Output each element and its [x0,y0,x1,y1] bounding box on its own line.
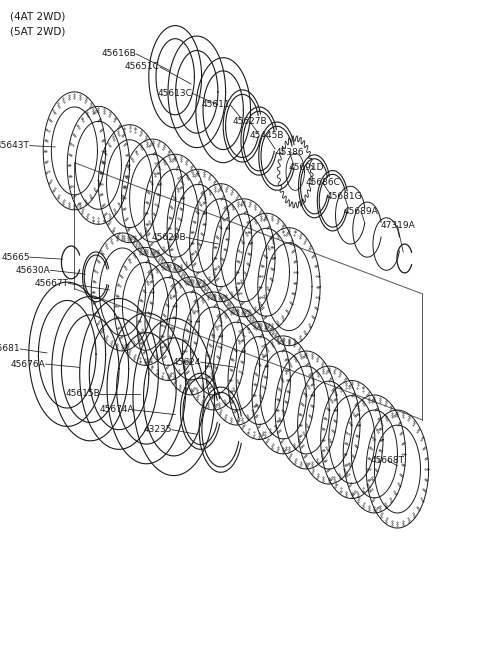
Text: 45651C: 45651C [125,62,160,72]
Text: 45674A: 45674A [100,405,134,415]
Text: 45445B: 45445B [249,131,284,140]
Text: 45386: 45386 [275,148,304,157]
Text: 45681G: 45681G [327,192,362,201]
Text: 45611: 45611 [202,100,230,110]
Text: 45667T: 45667T [34,279,68,288]
Text: (4AT 2WD): (4AT 2WD) [10,12,65,22]
Text: 45624: 45624 [172,358,201,367]
Text: 45665: 45665 [1,253,30,262]
Text: 45615B: 45615B [65,389,100,398]
Text: 45691D: 45691D [288,163,324,172]
Text: 45613C: 45613C [157,89,192,98]
Text: 45689A: 45689A [344,207,378,216]
Text: (5AT 2WD): (5AT 2WD) [10,26,65,36]
Text: 45668T: 45668T [371,456,405,465]
Text: 45616B: 45616B [101,49,136,58]
Text: 45627B: 45627B [232,117,267,126]
Text: 45643T: 45643T [0,141,30,150]
Text: 45681: 45681 [0,344,20,354]
Text: 45630A: 45630A [16,266,50,275]
Text: 45686C: 45686C [305,178,340,187]
Text: 45676A: 45676A [11,359,46,369]
Text: 47319A: 47319A [380,221,415,230]
Text: 43235: 43235 [144,425,172,434]
Text: 45629B: 45629B [152,233,186,242]
